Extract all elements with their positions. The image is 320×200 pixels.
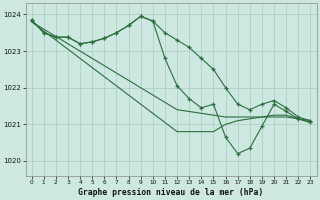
X-axis label: Graphe pression niveau de la mer (hPa): Graphe pression niveau de la mer (hPa) [78,188,264,197]
